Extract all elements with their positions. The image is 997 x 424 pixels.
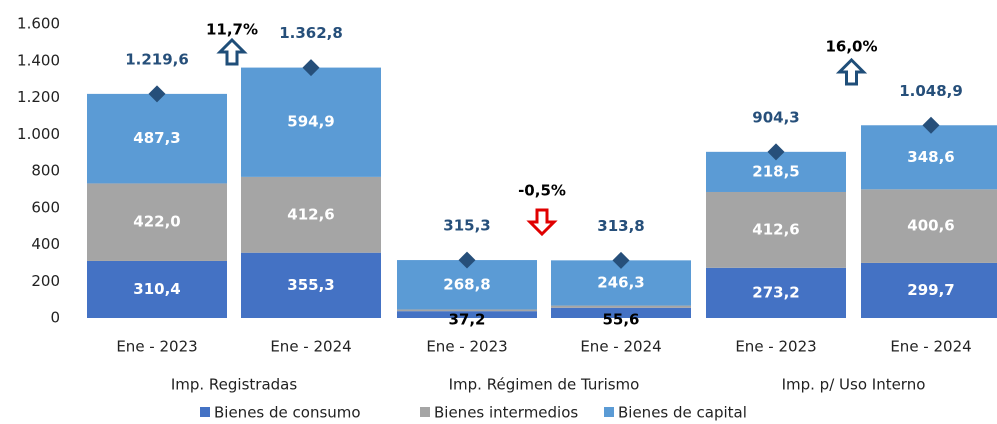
- bar-segment: [397, 311, 537, 318]
- y-tick-label: 200: [31, 272, 60, 290]
- annotation: 16,0%: [825, 38, 877, 56]
- total-marker: [767, 143, 785, 161]
- value-label: 299,7: [907, 281, 954, 299]
- total-label: 1.362,8: [279, 24, 343, 42]
- bar-segment: [241, 67, 381, 177]
- x-tick-label: Ene - 2023: [116, 338, 197, 356]
- x-tick-label: Ene - 2023: [426, 338, 507, 356]
- x-tick-label: Ene - 2023: [735, 338, 816, 356]
- value-label: 310,4: [133, 280, 180, 298]
- y-tick-label: 0: [50, 309, 60, 327]
- total-label: 1.219,6: [125, 50, 189, 68]
- legend-swatch: [420, 407, 430, 417]
- trend-arrow: [526, 208, 558, 237]
- total-label: 904,3: [752, 108, 799, 126]
- y-tick-label: 600: [31, 198, 60, 216]
- value-label: 412,6: [287, 205, 334, 223]
- group-label: Imp. p/ Uso Interno: [782, 376, 926, 394]
- value-label: 400,6: [907, 217, 954, 235]
- x-tick-label: Ene - 2024: [890, 338, 971, 356]
- annotation: -0,5%: [518, 182, 566, 200]
- legend-label: Bienes de capital: [618, 404, 747, 422]
- legend-swatch: [200, 407, 210, 417]
- total-marker: [922, 116, 940, 134]
- value-label: 412,6: [752, 220, 799, 238]
- group-label: Imp. Registradas: [171, 376, 298, 394]
- bar-segment: [397, 309, 537, 312]
- annotation: 11,7%: [206, 21, 258, 39]
- total-label: 1.048,9: [899, 82, 963, 100]
- total-marker: [148, 85, 166, 103]
- value-label: 594,9: [287, 113, 334, 131]
- y-tick-label: 400: [31, 235, 60, 253]
- value-label: 422,0: [133, 213, 180, 231]
- legend-label: Bienes de consumo: [214, 404, 361, 422]
- bar-segment: [241, 252, 381, 318]
- value-label: 246,3: [597, 273, 644, 291]
- value-label: 487,3: [133, 129, 180, 147]
- y-tick-label: 800: [31, 162, 60, 180]
- total-marker: [458, 251, 476, 269]
- value-label: 37,2: [448, 311, 485, 329]
- y-tick-label: 1.200: [17, 88, 60, 106]
- x-tick-label: Ene - 2024: [580, 338, 661, 356]
- bar-segment: [87, 93, 227, 184]
- bar-segment: [241, 176, 381, 253]
- bar-segment: [87, 183, 227, 261]
- bar-segment: [551, 305, 691, 308]
- value-label: 268,8: [443, 275, 490, 293]
- group-label: Imp. Régimen de Turismo: [449, 376, 640, 394]
- bar-segment: [861, 125, 997, 190]
- trend-arrow: [835, 57, 868, 86]
- total-label: 315,3: [443, 217, 490, 235]
- y-tick-label: 1.000: [17, 125, 60, 143]
- x-tick-label: Ene - 2024: [270, 338, 351, 356]
- bar-segment: [861, 262, 997, 318]
- trend-arrow: [216, 37, 248, 66]
- legend-label: Bienes intermedios: [434, 404, 578, 422]
- bar-segment: [861, 189, 997, 263]
- bar-segment: [551, 307, 691, 318]
- value-label: 355,3: [287, 276, 334, 294]
- legend-swatch: [604, 407, 614, 417]
- bar-segment: [87, 260, 227, 318]
- value-label: 55,6: [602, 311, 639, 329]
- y-tick-label: 1.600: [17, 15, 60, 33]
- y-tick-label: 1.400: [17, 51, 60, 69]
- bar-segment: [706, 267, 846, 318]
- bar-segment: [706, 191, 846, 268]
- total-label: 313,8: [597, 217, 644, 235]
- value-label: 348,6: [907, 148, 954, 166]
- value-label: 218,5: [752, 162, 799, 180]
- value-label: 273,2: [752, 283, 799, 301]
